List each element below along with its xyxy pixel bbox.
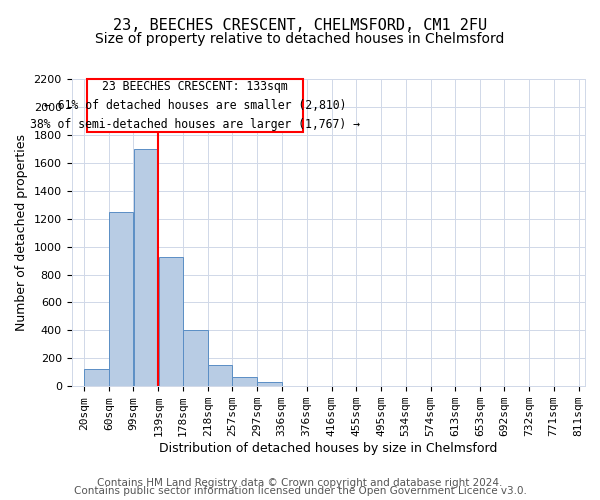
Bar <box>183 330 208 386</box>
Text: Size of property relative to detached houses in Chelmsford: Size of property relative to detached ho… <box>95 32 505 46</box>
Bar <box>208 366 232 386</box>
Text: Contains public sector information licensed under the Open Government Licence v3: Contains public sector information licen… <box>74 486 526 496</box>
Bar <box>257 382 281 386</box>
Bar <box>134 149 158 386</box>
Text: Contains HM Land Registry data © Crown copyright and database right 2024.: Contains HM Land Registry data © Crown c… <box>97 478 503 488</box>
Bar <box>87 79 303 132</box>
X-axis label: Distribution of detached houses by size in Chelmsford: Distribution of detached houses by size … <box>159 442 497 455</box>
Bar <box>84 370 109 386</box>
Text: 23 BEECHES CRESCENT: 133sqm
← 61% of detached houses are smaller (2,810)
38% of : 23 BEECHES CRESCENT: 133sqm ← 61% of det… <box>30 80 360 131</box>
Bar <box>158 257 182 386</box>
Text: 23, BEECHES CRESCENT, CHELMSFORD, CM1 2FU: 23, BEECHES CRESCENT, CHELMSFORD, CM1 2F… <box>113 18 487 32</box>
Y-axis label: Number of detached properties: Number of detached properties <box>15 134 28 331</box>
Bar <box>109 212 133 386</box>
Bar <box>232 377 257 386</box>
